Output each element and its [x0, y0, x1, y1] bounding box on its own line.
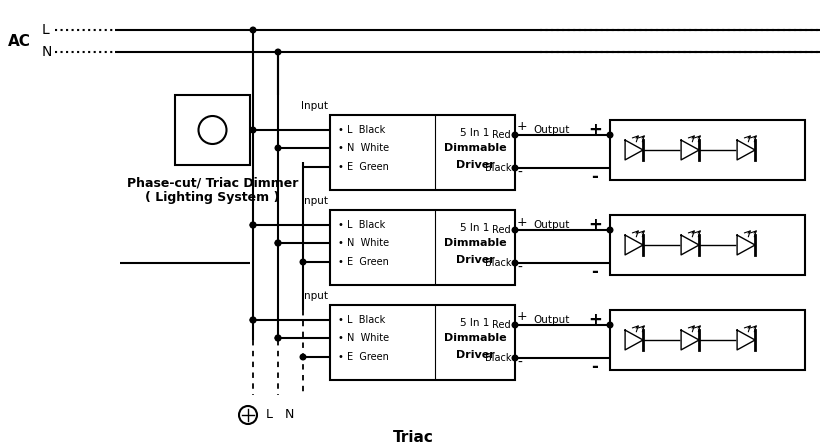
- Circle shape: [275, 240, 281, 246]
- Text: Input: Input: [301, 196, 328, 206]
- Polygon shape: [625, 235, 643, 255]
- Text: Red: Red: [492, 320, 511, 330]
- Bar: [610, 120, 805, 180]
- Text: -: -: [517, 356, 522, 370]
- Bar: [175, 95, 250, 165]
- Bar: [610, 310, 805, 370]
- Text: Output: Output: [533, 125, 569, 135]
- Text: • L  Black: • L Black: [338, 220, 385, 230]
- Bar: [330, 210, 515, 285]
- Circle shape: [251, 317, 256, 323]
- Polygon shape: [737, 330, 755, 350]
- Text: +: +: [588, 311, 602, 329]
- Circle shape: [300, 354, 306, 360]
- Text: 5 In 1: 5 In 1: [461, 318, 490, 328]
- Circle shape: [251, 317, 256, 323]
- Bar: [330, 115, 515, 190]
- Text: -: -: [591, 168, 599, 186]
- Text: 5 In 1: 5 In 1: [461, 223, 490, 233]
- Bar: [330, 305, 515, 380]
- Bar: [610, 215, 805, 275]
- Text: +: +: [517, 215, 528, 228]
- Text: Black: Black: [485, 258, 511, 268]
- Text: N: N: [42, 45, 52, 59]
- Text: Dimmable: Dimmable: [444, 143, 506, 153]
- Text: • L  Black: • L Black: [338, 125, 385, 135]
- Text: • N  White: • N White: [338, 333, 390, 343]
- Text: +: +: [517, 311, 528, 324]
- Circle shape: [512, 355, 518, 361]
- Circle shape: [275, 145, 281, 151]
- Text: Output: Output: [533, 315, 569, 325]
- Text: -: -: [517, 166, 522, 180]
- Text: • E  Green: • E Green: [338, 352, 389, 362]
- Circle shape: [251, 222, 256, 228]
- Polygon shape: [625, 140, 643, 160]
- Text: Driver: Driver: [456, 350, 495, 360]
- Circle shape: [300, 259, 306, 265]
- Text: ( Lighting System ): ( Lighting System ): [146, 190, 280, 203]
- Text: • N  White: • N White: [338, 238, 390, 248]
- Circle shape: [275, 335, 281, 341]
- Polygon shape: [681, 140, 699, 160]
- Text: • N  White: • N White: [338, 143, 390, 153]
- Text: Black: Black: [485, 353, 511, 363]
- Text: +: +: [588, 121, 602, 139]
- Text: Driver: Driver: [456, 255, 495, 265]
- Circle shape: [512, 260, 518, 266]
- Text: AC: AC: [8, 34, 31, 49]
- Text: Dimmable: Dimmable: [444, 333, 506, 343]
- Text: • E  Green: • E Green: [338, 257, 389, 267]
- Text: Driver: Driver: [456, 160, 495, 170]
- Polygon shape: [625, 330, 643, 350]
- Text: 5 In 1: 5 In 1: [461, 128, 490, 138]
- Circle shape: [512, 322, 518, 328]
- Polygon shape: [737, 140, 755, 160]
- Circle shape: [512, 165, 518, 171]
- Text: Triac: Triac: [393, 430, 434, 444]
- Circle shape: [251, 222, 256, 228]
- Text: Red: Red: [492, 130, 511, 140]
- Text: L: L: [42, 23, 50, 37]
- Text: L   N: L N: [266, 409, 294, 422]
- Text: Dimmable: Dimmable: [444, 238, 506, 248]
- Text: Input: Input: [301, 291, 328, 301]
- Text: -: -: [591, 263, 599, 281]
- Text: +: +: [588, 216, 602, 234]
- Circle shape: [607, 322, 613, 328]
- Circle shape: [275, 335, 281, 341]
- Text: Output: Output: [533, 220, 569, 230]
- Text: Black: Black: [485, 163, 511, 173]
- Circle shape: [275, 240, 281, 246]
- Text: Input: Input: [301, 101, 328, 111]
- Text: Phase-cut/ Triac Dimmer: Phase-cut/ Triac Dimmer: [127, 177, 299, 190]
- Text: -: -: [517, 261, 522, 275]
- Circle shape: [251, 27, 256, 33]
- Circle shape: [251, 127, 256, 133]
- Circle shape: [512, 132, 518, 138]
- Circle shape: [607, 132, 613, 138]
- Circle shape: [275, 49, 281, 55]
- Text: -: -: [591, 358, 599, 376]
- Circle shape: [607, 227, 613, 233]
- Polygon shape: [681, 235, 699, 255]
- Text: +: +: [517, 121, 528, 134]
- Polygon shape: [681, 330, 699, 350]
- Text: • L  Black: • L Black: [338, 315, 385, 325]
- Polygon shape: [737, 235, 755, 255]
- Text: Red: Red: [492, 225, 511, 235]
- Text: • E  Green: • E Green: [338, 162, 389, 172]
- Circle shape: [512, 227, 518, 233]
